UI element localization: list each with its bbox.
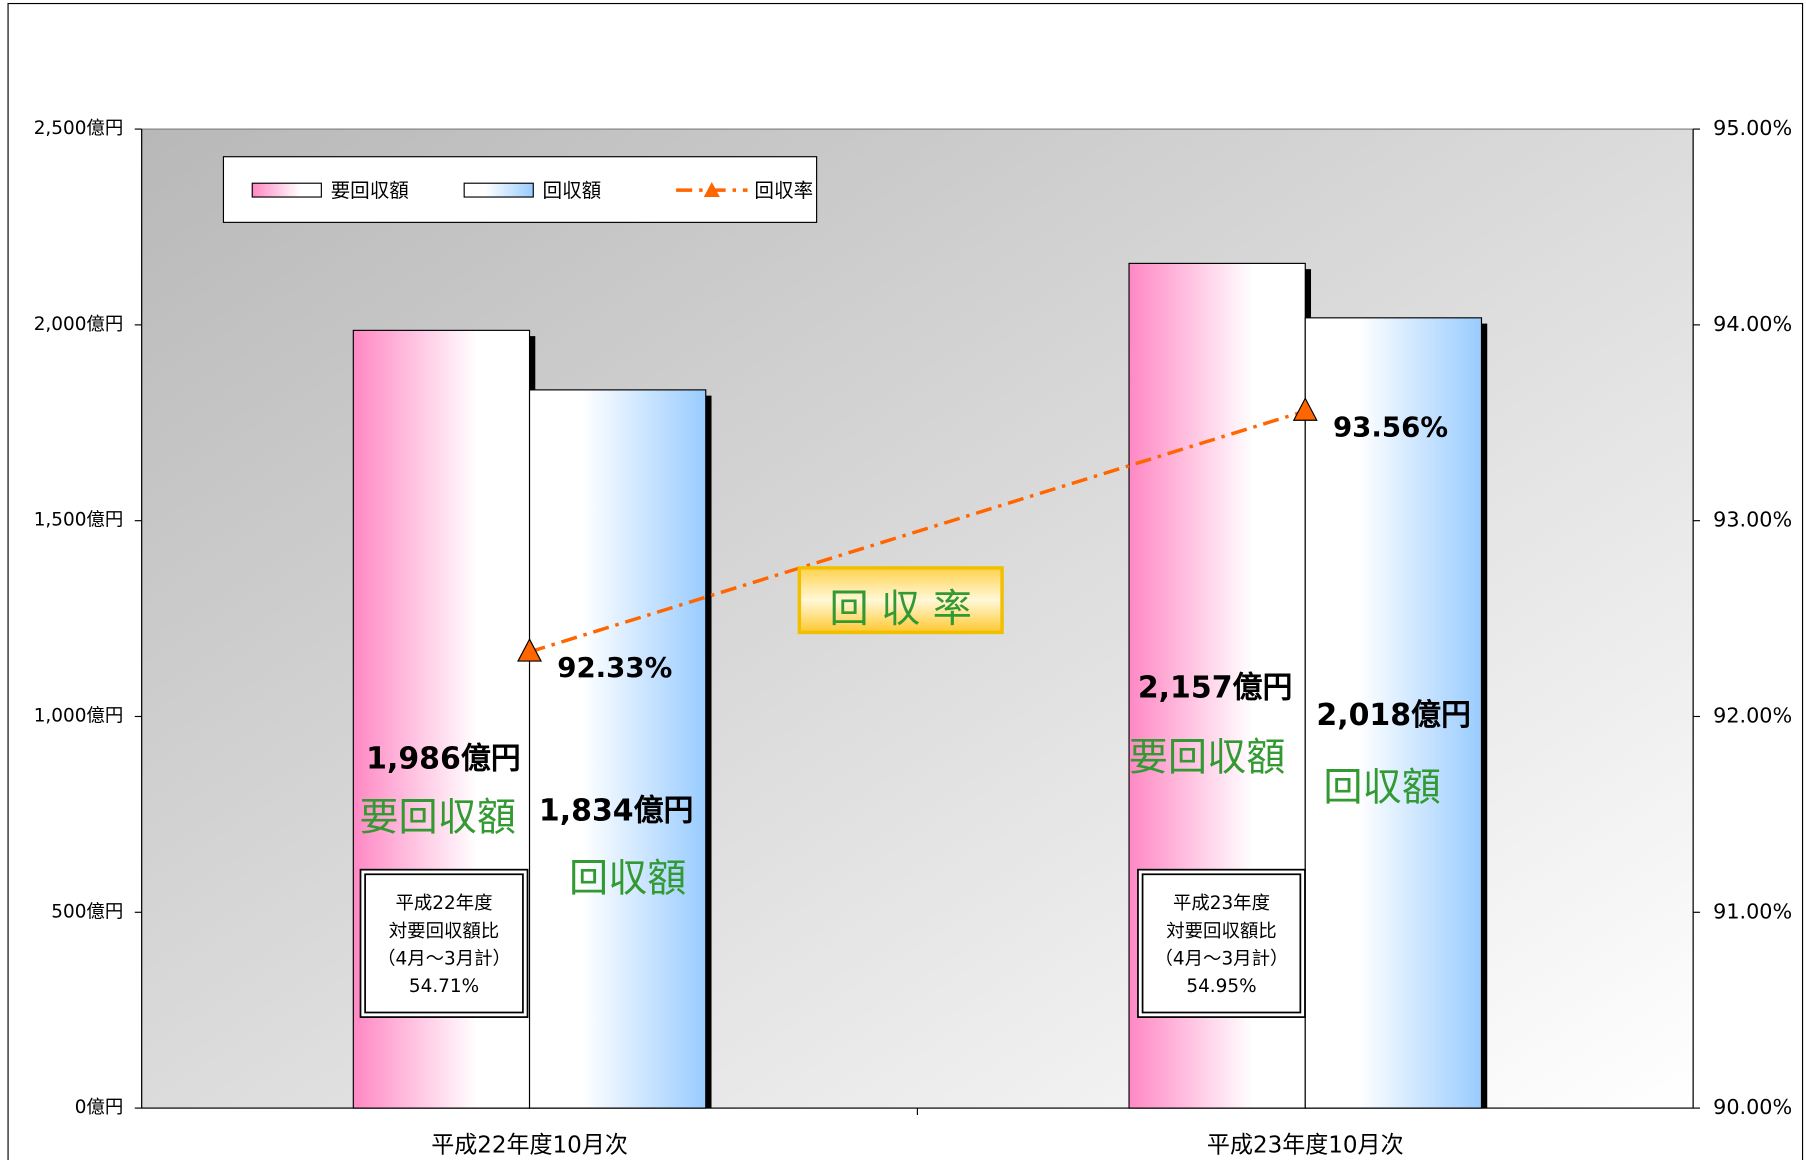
- y-tick-label: 500億円: [51, 901, 123, 922]
- note-box-inner: [1141, 873, 1302, 1014]
- note-line: 54.95%: [1186, 976, 1256, 997]
- note-line: 平成22年度: [395, 893, 492, 914]
- note-line: （4月～3月計）: [1155, 949, 1289, 970]
- legend-marker: [703, 182, 720, 198]
- y2-tick-label: 93.00%: [1713, 508, 1792, 532]
- value-label: 1,986億円: [366, 742, 521, 777]
- bar: [528, 389, 707, 1109]
- legend-swatch: [251, 182, 322, 198]
- value-label: 2,157億円: [1138, 670, 1293, 705]
- y2-tick-label: 92.00%: [1713, 703, 1792, 727]
- note-line: 対要回収額比: [1166, 921, 1276, 942]
- annotation: 回 収 率: [830, 587, 972, 632]
- x-tick-label: 平成23年度10月次: [1207, 1133, 1404, 1159]
- note-box: [1137, 868, 1306, 1018]
- bar: [1304, 317, 1483, 1109]
- y-tick-label: 2,500億円: [34, 118, 124, 139]
- y-tick-label: 0億円: [75, 1097, 124, 1118]
- rate-marker: [1292, 397, 1318, 421]
- y2-tick-label: 94.00%: [1713, 312, 1792, 336]
- rate-line: [529, 409, 1306, 654]
- series-name-label: 回収額: [1323, 766, 1440, 811]
- annotation-box: [797, 566, 1004, 635]
- legend-label: 要回収額: [331, 179, 409, 202]
- note-line: （4月～3月計）: [377, 949, 511, 970]
- series-name-label: 要回収額: [1129, 736, 1286, 781]
- y2-tick-label: 90.00%: [1713, 1095, 1792, 1119]
- frame: [7, 2, 1804, 1160]
- rate-label: 93.56%: [1333, 410, 1448, 443]
- legend-swatch: [463, 182, 534, 198]
- y-tick-label: 2,000億円: [34, 314, 124, 335]
- legend-label: 回収率: [754, 179, 813, 202]
- legend-label: 回収額: [542, 179, 601, 202]
- series-name-label: 回収額: [569, 857, 686, 902]
- note-line: 平成23年度: [1173, 893, 1270, 914]
- y2-tick-label: 95.00%: [1713, 116, 1792, 140]
- note-box-inner: [364, 873, 524, 1014]
- value-label: 1,834億円: [539, 794, 694, 829]
- note-box: [359, 868, 529, 1018]
- note-line: 54.71%: [409, 976, 479, 997]
- y2-tick-label: 91.00%: [1713, 899, 1792, 923]
- series-name-label: 要回収額: [359, 796, 516, 841]
- x-tick-label: 平成22年度10月次: [431, 1133, 628, 1159]
- rate-marker: [517, 637, 543, 662]
- note-line: 対要回収額比: [389, 921, 499, 942]
- value-label: 2,018億円: [1316, 698, 1471, 733]
- y-tick-label: 1,500億円: [34, 510, 124, 531]
- y-tick-label: 1,000億円: [34, 705, 124, 726]
- rate-label: 92.33%: [557, 651, 672, 684]
